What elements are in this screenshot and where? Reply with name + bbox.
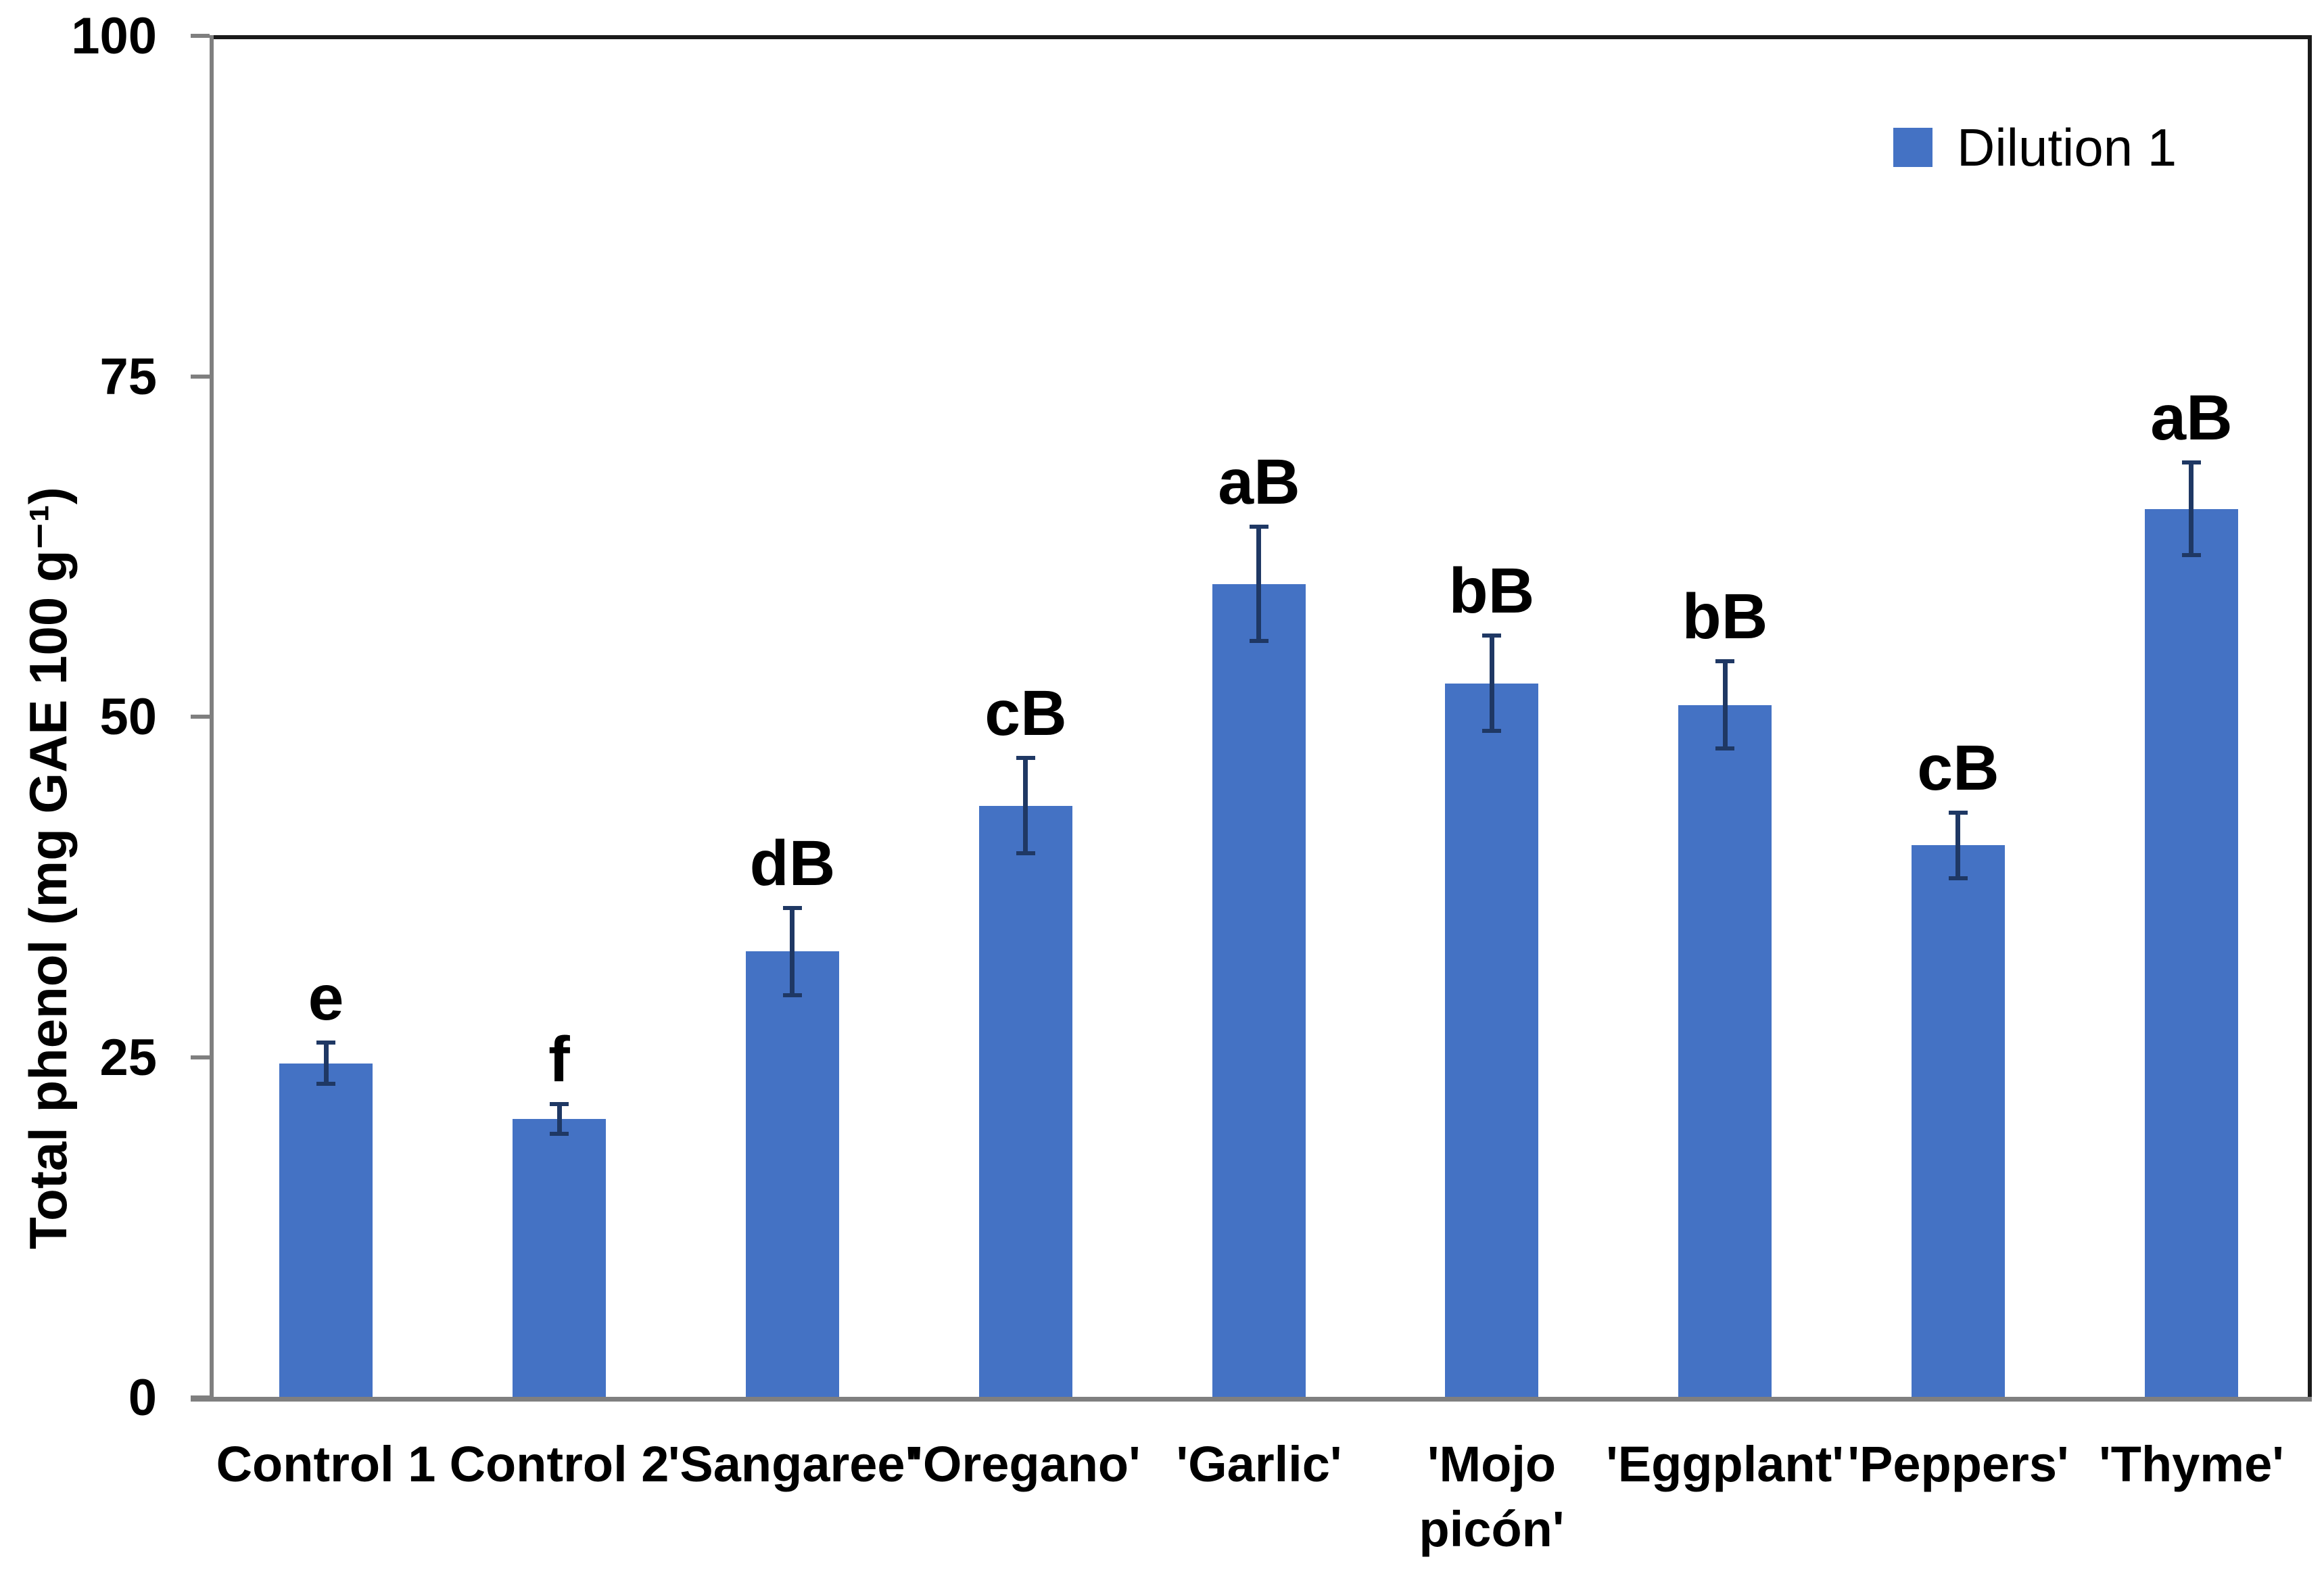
error-bar-cap-top	[316, 1041, 335, 1045]
error-bar-cap-bottom	[1250, 639, 1268, 643]
y-tick-mark	[191, 1395, 210, 1400]
legend-label: Dilution 1	[1957, 117, 2177, 177]
bar	[2145, 509, 2238, 1397]
significance-label: bB	[1448, 555, 1535, 627]
error-bar-cap-bottom	[1949, 876, 1968, 880]
error-bar-line	[324, 1043, 329, 1083]
error-bar-cap-bottom	[316, 1082, 335, 1086]
significance-label: bB	[1682, 581, 1768, 652]
x-tick-label: Control 2	[449, 1436, 669, 1492]
error-bar-line	[1256, 527, 1261, 641]
error-bar-cap-top	[550, 1102, 569, 1106]
x-axis-line	[191, 1397, 2312, 1402]
y-tick-mark	[191, 715, 210, 719]
bar	[513, 1119, 606, 1397]
error-bar-line	[1490, 636, 1494, 731]
significance-label: aB	[2150, 382, 2233, 454]
bar	[979, 806, 1072, 1397]
bar	[1678, 705, 1772, 1397]
x-tick-label: 'Peppers'	[1847, 1436, 2069, 1492]
y-tick-label: 25	[99, 1029, 157, 1087]
error-bar-cap-bottom	[1482, 729, 1501, 733]
error-bar-line	[1723, 661, 1728, 748]
x-tick-label: 'Oregano'	[911, 1436, 1141, 1492]
legend-color-swatch	[1893, 128, 1932, 167]
significance-label: cB	[1917, 732, 1999, 804]
error-bar-cap-top	[1016, 756, 1035, 760]
error-bar-cap-bottom	[2182, 553, 2201, 557]
error-bar-cap-bottom	[550, 1132, 569, 1136]
error-bar-cap-top	[783, 906, 802, 910]
significance-label: aB	[1218, 446, 1300, 518]
significance-label: f	[548, 1024, 570, 1095]
x-tick-label: 'Sangaree'	[667, 1436, 918, 1492]
plot-border-right	[2308, 35, 2312, 1401]
y-tick-label: 100	[71, 7, 157, 65]
significance-label: dB	[749, 828, 836, 899]
x-tick-label: 'Mojo picón'	[1419, 1436, 1565, 1557]
plot-border-top	[210, 35, 2312, 39]
error-bar-cap-top	[2182, 460, 2201, 464]
y-axis-line	[210, 35, 214, 1401]
error-bar-cap-bottom	[1016, 851, 1035, 855]
error-bar-line	[1955, 813, 1960, 878]
bar	[1912, 845, 2005, 1397]
error-bar-cap-top	[1715, 659, 1734, 663]
error-bar-line	[1023, 758, 1028, 853]
y-axis-title: Total phenol (mg GAE 100 g⁻¹)	[18, 487, 78, 1249]
bar	[279, 1064, 373, 1397]
y-tick-label: 75	[99, 348, 157, 406]
x-tick-label: 'Thyme'	[2099, 1436, 2284, 1492]
legend: Dilution 1	[1893, 116, 2177, 178]
x-tick-label: 'Eggplant'	[1606, 1436, 1844, 1492]
y-tick-label: 50	[99, 688, 157, 746]
bar	[1212, 584, 1306, 1397]
error-bar-line	[790, 908, 795, 995]
error-bar-cap-top	[1250, 525, 1268, 529]
x-tick-label: Control 1	[216, 1436, 436, 1492]
bar	[746, 951, 839, 1397]
error-bar-line	[2189, 462, 2193, 555]
error-bar-cap-bottom	[783, 993, 802, 997]
y-tick-mark	[191, 34, 210, 38]
y-tick-mark	[191, 1055, 210, 1059]
error-bar-cap-top	[1949, 811, 1968, 815]
error-bar-cap-top	[1482, 634, 1501, 638]
significance-label: e	[308, 962, 344, 1034]
x-tick-label: 'Garlic'	[1176, 1436, 1342, 1492]
error-bar-cap-bottom	[1715, 746, 1734, 750]
y-tick-label: 0	[128, 1369, 157, 1427]
significance-label: cB	[985, 677, 1067, 749]
bar	[1445, 684, 1538, 1397]
y-tick-mark	[191, 375, 210, 379]
error-bar-line	[557, 1104, 562, 1134]
